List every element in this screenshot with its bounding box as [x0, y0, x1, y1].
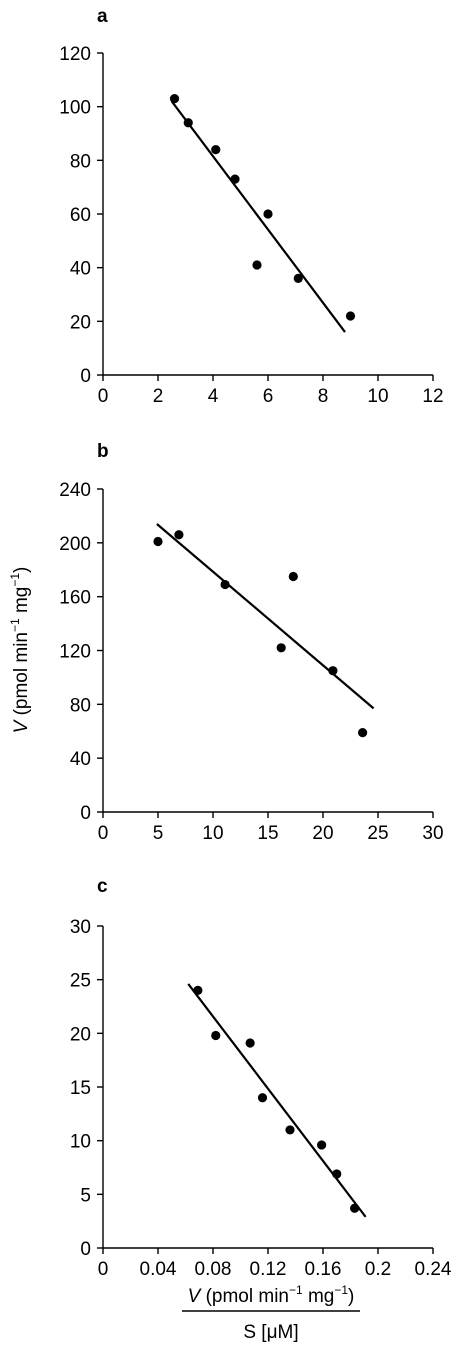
panel-b-x-tick-label: 30: [422, 823, 443, 844]
panel-b-y-tick-label: 200: [59, 534, 91, 555]
panel-a-x-tick-label: 2: [153, 386, 164, 407]
panel-b-data-point: [328, 666, 338, 676]
panel-b-y-tick-label: 0: [80, 803, 91, 824]
panel-c-data-point: [257, 1093, 268, 1103]
panel-a-y-tick-label: 40: [70, 259, 91, 280]
panel-b-x-tick-label: 20: [312, 823, 333, 844]
panel-a-y-tick-label: 20: [70, 312, 91, 333]
panel-a-data-point: [230, 174, 240, 184]
panel-a-data-point: [293, 273, 303, 283]
panel-a-x-tick-label: 6: [263, 386, 274, 407]
panel-a-x-tick-label: 10: [367, 386, 388, 407]
panel-a-y-tick-label: 60: [70, 205, 91, 226]
panel-b-data-point: [220, 579, 230, 590]
panel-a-x-tick-label: 12: [422, 386, 443, 407]
panel-a-y-tick-label: 80: [70, 151, 91, 172]
panel-b-y-tick-label: 160: [59, 588, 91, 609]
panel-a-y-tick-label: 120: [59, 44, 91, 65]
panel-c-fit-line: [187, 983, 367, 1218]
panel-c-y-tick-label: 30: [70, 917, 91, 938]
panel-b-fit-line: [156, 523, 375, 710]
panel-c-y-tick-label: 25: [70, 971, 91, 992]
panel-c-data-point: [193, 985, 203, 996]
panel-c-x-axis-title-numerator: V (pmol min−1 mg−1): [188, 1283, 355, 1307]
panel-b-x-tick-label: 0: [98, 823, 109, 844]
panel-b: b 0 5 10 15 20 25 30 0 40 80 120 160 200 240 V (pmol …: [8, 441, 444, 844]
panel-c-y-tick-label: 10: [70, 1132, 91, 1153]
panel-c-y-tick-label: 15: [70, 1078, 91, 1099]
panel-c-x-tick-label: 0.04: [140, 1259, 177, 1280]
panel-c-letter: c: [97, 876, 108, 897]
panel-c-y-tick-label: 0: [80, 1239, 91, 1260]
panel-c-data-point: [350, 1203, 360, 1213]
panel-c-y-tick-label: 5: [80, 1185, 91, 1206]
panel-b-x-tick-label: 15: [257, 823, 278, 844]
panel-c-data-point: [285, 1125, 295, 1135]
panel-c-data-point: [211, 1030, 221, 1041]
panel-c-y-tick-label: 20: [70, 1024, 91, 1045]
panel-c-x-tick-label: 0: [98, 1259, 109, 1280]
panel-c-x-tick-label: 0.2: [365, 1259, 391, 1280]
panel-b-y-tick-label: 120: [59, 642, 91, 663]
panel-c-data-point: [245, 1038, 255, 1048]
panel-a-data-point: [169, 94, 180, 104]
panel-b-data-point: [174, 530, 184, 540]
panel-a-data-point: [183, 118, 193, 128]
panel-a-x-tick-label: 0: [98, 386, 109, 407]
panel-a-y-tick-label: 100: [59, 98, 91, 119]
panel-c-x-tick-label: 0.12: [250, 1259, 287, 1280]
panel-c-data-point: [332, 1169, 342, 1179]
panel-c-x-tick-label: 0.24: [415, 1259, 452, 1280]
panel-a-x-tick-label: 8: [318, 386, 329, 407]
panel-b-y-axis-title: V (pmol min−1 mg−1): [8, 567, 32, 734]
panel-c-data-point: [317, 1140, 327, 1150]
panel-a-y-tick-label: 0: [80, 366, 91, 387]
panel-b-data-point: [153, 536, 163, 547]
panel-b-letter: b: [97, 441, 109, 462]
panel-c-x-tick-label: 0.08: [195, 1259, 232, 1280]
panel-b-y-tick-label: 40: [70, 749, 91, 770]
panel-b-data-point: [276, 643, 286, 653]
panel-b-x-tick-label: 25: [367, 823, 388, 844]
panel-c-x-tick-label: 0.16: [305, 1259, 342, 1280]
panel-a-data-point: [345, 311, 356, 321]
panel-b-y-tick-label: 240: [59, 480, 91, 501]
panel-b-data-point: [358, 727, 368, 738]
panel-a-data-point: [263, 209, 273, 219]
panel-a-data-point: [211, 145, 221, 155]
panel-b-data-point: [288, 571, 298, 582]
panel-a-letter: a: [97, 6, 108, 27]
panel-b-y-tick-label: 80: [70, 695, 91, 716]
panel-b-x-tick-label: 5: [153, 823, 164, 844]
panel-a-data-point: [252, 260, 262, 270]
panel-c: c 0 0.04 0.08 0.12 0.16 0.2 0.24 0 5 10 15 20 25 30 V…: [70, 876, 452, 1343]
panel-c-x-axis-title-denominator: S [μM]: [243, 1322, 298, 1343]
panel-a-fit-line: [170, 100, 346, 333]
panel-a-x-tick-label: 4: [208, 386, 219, 407]
panel-b-x-tick-label: 10: [202, 823, 223, 844]
